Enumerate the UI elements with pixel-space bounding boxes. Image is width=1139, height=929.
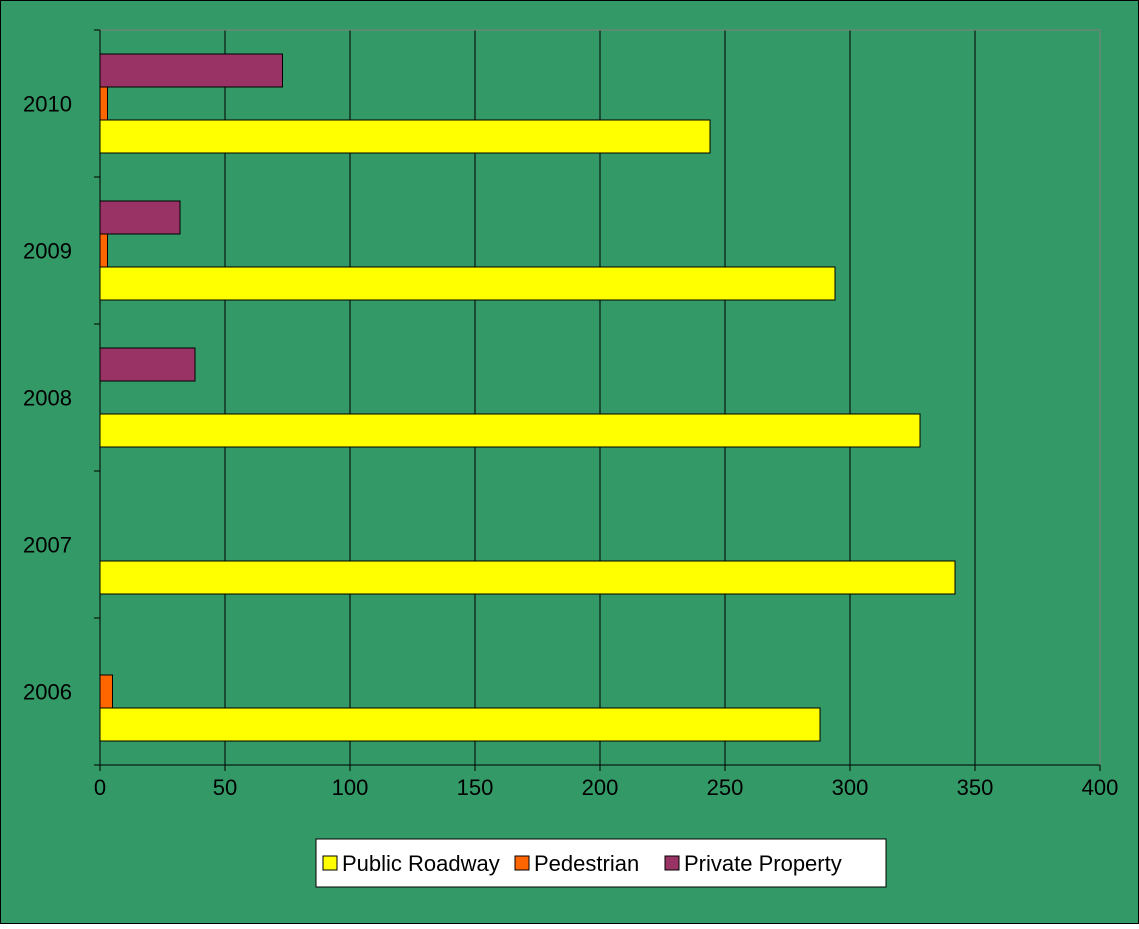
bar-pedestrian-2006 <box>99 674 113 709</box>
x-tick-label-400: 400 <box>1082 775 1119 800</box>
legend-label-private-property: Private Property <box>684 851 842 876</box>
y-tick-label-2006: 2006 <box>23 680 72 705</box>
x-tick-label-50: 50 <box>213 775 237 800</box>
axes <box>94 29 1101 771</box>
x-tick-label-300: 300 <box>832 775 869 800</box>
bar-public-roadway-2009 <box>99 266 836 301</box>
x-tick-label-250: 250 <box>707 775 744 800</box>
legend: Public Roadway Pedestrian Private Property <box>315 838 887 888</box>
legend-swatch-private-property <box>664 855 680 871</box>
legend-label-pedestrian: Pedestrian <box>534 851 639 876</box>
bar-private-property-2009 <box>99 200 181 235</box>
bar-private-property-2008 <box>99 347 196 382</box>
legend-swatch-public-roadway <box>322 855 338 871</box>
bar-private-property-2010 <box>99 53 283 88</box>
y-tick-label-2008: 2008 <box>23 386 72 411</box>
bar-public-roadway-2007 <box>99 560 956 595</box>
y-tick-label-2007: 2007 <box>23 533 72 558</box>
x-tick-label-350: 350 <box>957 775 994 800</box>
x-tick-label-100: 100 <box>332 775 369 800</box>
bar-pedestrian-2009 <box>99 233 108 268</box>
y-tick-label-2010: 2010 <box>23 92 72 117</box>
legend-swatch-pedestrian <box>514 855 530 871</box>
bars <box>99 53 956 742</box>
tick-labels: 0 50 100 150 200 250 300 350 400 2006 2007 2008 2009… <box>23 92 1118 801</box>
bar-public-roadway-2010 <box>99 119 711 154</box>
bar-public-roadway-2006 <box>99 707 821 742</box>
y-tick-label-2009: 2009 <box>23 239 72 264</box>
legend-label-public-roadway: Public Roadway <box>342 851 500 876</box>
x-tick-label-0: 0 <box>94 775 106 800</box>
bar-public-roadway-2008 <box>99 413 921 448</box>
x-tick-label-150: 150 <box>457 775 494 800</box>
x-tick-label-200: 200 <box>582 775 619 800</box>
legend-box <box>315 838 887 888</box>
bar-pedestrian-2010 <box>99 86 108 121</box>
